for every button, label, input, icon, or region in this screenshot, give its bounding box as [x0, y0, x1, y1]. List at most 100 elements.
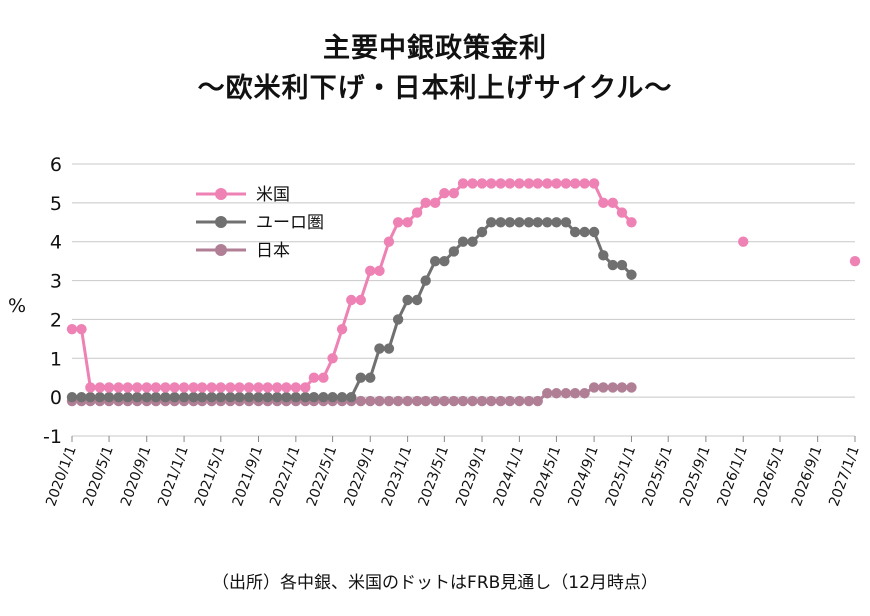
- data-point: [476, 226, 488, 238]
- x-tick-label: 2025/9/1: [677, 444, 714, 509]
- data-point: [243, 382, 255, 393]
- data-point: [588, 226, 600, 238]
- legend-marker: [215, 244, 227, 256]
- data-point: [616, 207, 628, 218]
- y-tick-label: 6: [50, 154, 62, 176]
- data-point: [532, 217, 543, 228]
- data-point: [486, 217, 497, 228]
- data-point: [234, 391, 245, 403]
- data-point: [383, 343, 395, 354]
- series-line: [72, 181, 633, 389]
- x-tick-label: 2021/1/1: [155, 444, 192, 509]
- x-tick-label: 2025/5/1: [639, 444, 676, 509]
- x-tick-label: 2023/9/1: [453, 444, 490, 509]
- data-point: [206, 391, 217, 403]
- data-point: [76, 391, 87, 403]
- data-point: [122, 391, 133, 403]
- x-tick-label: 2027/1/1: [826, 444, 863, 509]
- x-tick-label: 2026/1/1: [714, 444, 751, 509]
- data-point: [281, 391, 292, 403]
- data-point: [169, 391, 180, 403]
- x-tick-label: 2022/9/1: [341, 444, 378, 509]
- data-point: [579, 388, 590, 399]
- data-point: [429, 197, 441, 209]
- data-point: [365, 395, 376, 407]
- data-point: [495, 395, 506, 407]
- data-point: [327, 353, 338, 364]
- data-point: [141, 382, 152, 393]
- data-point: [551, 178, 562, 189]
- data-point: [85, 382, 96, 393]
- data-point: [467, 395, 478, 407]
- data-point: [178, 391, 190, 403]
- data-point: [196, 382, 208, 393]
- data-point: [178, 382, 190, 393]
- data-point: [94, 391, 106, 403]
- x-tick-label: 2022/1/1: [267, 444, 304, 509]
- data-point: [504, 395, 516, 407]
- data-point: [215, 382, 227, 393]
- x-tick-label: 2025/1/1: [603, 444, 640, 509]
- data-point: [271, 382, 283, 393]
- data-point: [160, 382, 171, 393]
- data-point: [476, 178, 488, 189]
- data-point: [318, 391, 329, 403]
- x-tick-label: 2024/5/1: [528, 444, 565, 509]
- data-point: [532, 395, 543, 407]
- data-point: [113, 391, 124, 403]
- data-point: [76, 323, 87, 335]
- data-point: [542, 178, 553, 189]
- x-tick-label: 2024/9/1: [565, 444, 602, 509]
- x-tick-label: 2020/1/1: [43, 444, 80, 509]
- data-point: [448, 395, 460, 407]
- data-point: [738, 236, 749, 247]
- data-point: [448, 246, 460, 257]
- data-point: [439, 255, 450, 267]
- data-point: [66, 323, 78, 335]
- data-point: [94, 382, 106, 393]
- data-point: [392, 314, 404, 325]
- data-point: [253, 391, 264, 403]
- data-point: [132, 382, 143, 393]
- data-point: [262, 382, 273, 393]
- data-point: [607, 197, 618, 209]
- data-point: [308, 372, 320, 383]
- series-line: [72, 220, 633, 399]
- data-point: [429, 395, 441, 407]
- data-point: [495, 178, 506, 189]
- data-point: [598, 197, 609, 209]
- data-point: [457, 178, 469, 189]
- data-point: [504, 217, 516, 228]
- data-point: [300, 382, 311, 393]
- data-point: [374, 343, 385, 354]
- data-point: [150, 391, 162, 403]
- data-point: [551, 217, 562, 228]
- data-point: [160, 391, 171, 403]
- legend-marker: [215, 188, 227, 200]
- data-point: [514, 217, 525, 228]
- data-point: [429, 255, 441, 267]
- y-axis-label: %: [8, 295, 26, 317]
- x-tick-label: 2021/5/1: [192, 444, 229, 509]
- data-point: [122, 382, 133, 393]
- data-point: [196, 391, 208, 403]
- data-point: [411, 395, 423, 407]
- data-point: [346, 391, 357, 403]
- y-tick-label: 5: [50, 193, 62, 215]
- data-point: [532, 178, 543, 189]
- data-point: [551, 388, 562, 399]
- data-point: [225, 382, 236, 393]
- data-point: [336, 323, 348, 335]
- y-tick-label: 4: [50, 232, 62, 254]
- data-point: [560, 178, 572, 189]
- data-point: [420, 197, 431, 209]
- data-point: [132, 391, 143, 403]
- x-tick-label: 2024/1/1: [491, 444, 528, 509]
- data-point: [188, 382, 199, 393]
- data-point: [243, 391, 255, 403]
- data-point: [849, 255, 861, 267]
- data-point: [523, 395, 535, 407]
- data-point: [355, 372, 366, 383]
- data-point: [467, 236, 478, 247]
